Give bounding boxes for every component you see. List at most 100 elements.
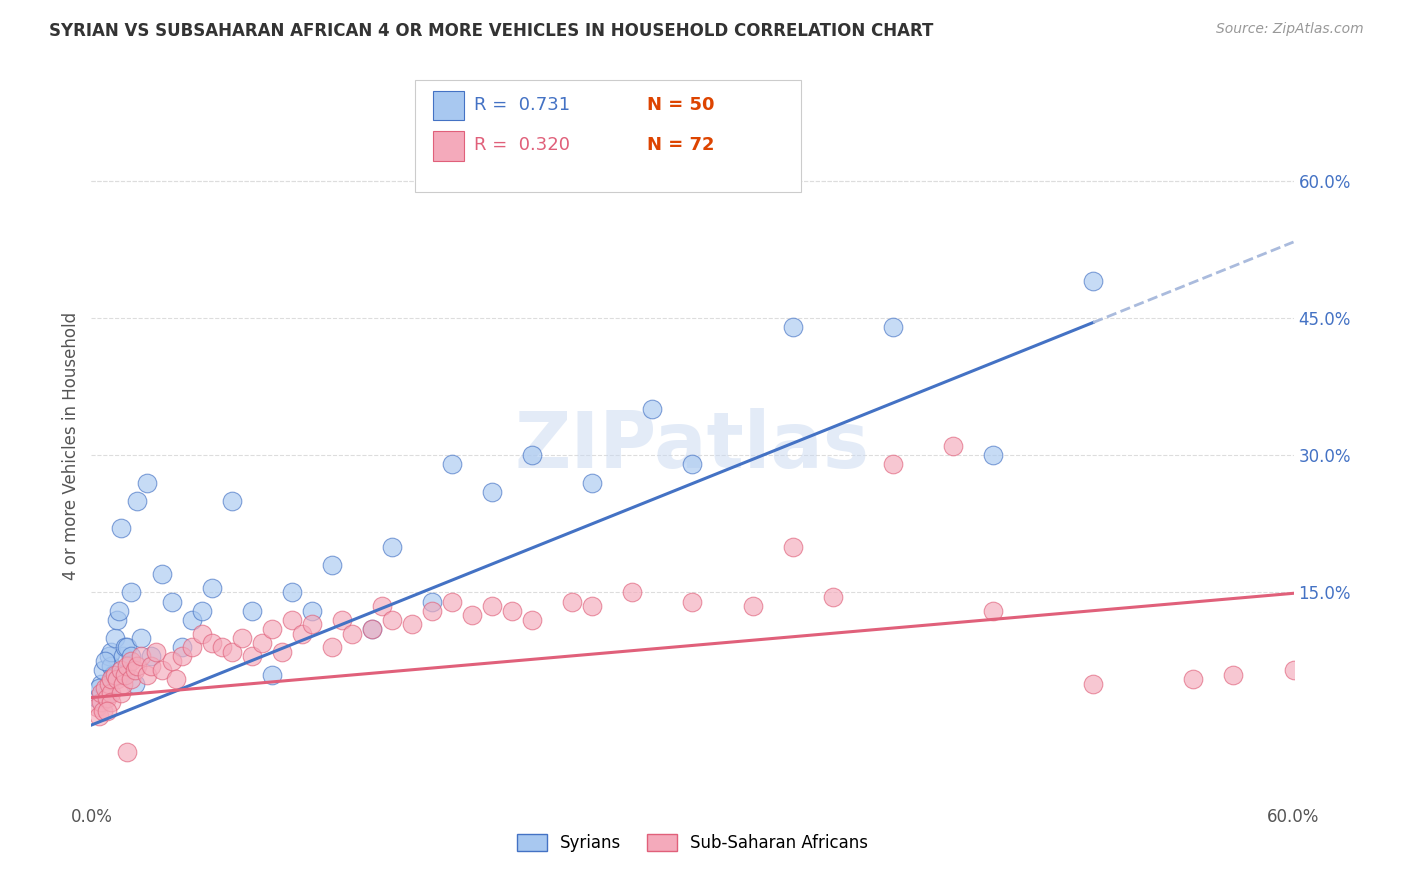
Point [110,667,132,681]
Point [127,658,149,673]
Point [104,631,127,645]
Point [221,645,243,659]
Point [260,667,283,681]
Point [981,448,1004,462]
Point [330,613,353,627]
Point [281,585,304,599]
Point [420,604,443,618]
Point [110,521,132,535]
Point [127,494,149,508]
Point [240,604,263,618]
Text: ZIPatlas: ZIPatlas [515,408,870,484]
Point [150,663,173,677]
Point [121,673,143,687]
Point [821,590,844,604]
Point [201,581,224,595]
Point [211,640,233,655]
Point [94,681,117,696]
Point [93,704,115,718]
Point [381,613,404,627]
Point [481,599,503,613]
Point [441,458,464,472]
Point [117,640,139,655]
Point [621,585,644,599]
Text: N = 72: N = 72 [647,136,714,154]
Point [270,645,292,659]
Point [371,599,394,613]
Point [100,658,122,673]
Text: SYRIAN VS SUBSAHARAN AFRICAN 4 OR MORE VEHICLES IN HOUSEHOLD CORRELATION CHART: SYRIAN VS SUBSAHARAN AFRICAN 4 OR MORE V… [49,22,934,40]
Point [170,640,193,655]
Point [882,320,904,334]
Point [260,622,283,636]
Point [882,458,904,472]
Point [520,448,543,462]
Point [131,631,153,645]
Point [1182,673,1205,687]
Point [100,645,122,659]
Point [150,567,173,582]
Point [124,663,146,677]
Point [90,686,112,700]
Point [180,640,202,655]
Point [221,494,243,508]
Point [681,458,703,472]
Point [581,475,603,490]
Point [93,663,115,677]
Point [681,594,703,608]
Point [741,599,763,613]
Point [340,626,363,640]
Point [201,636,224,650]
Point [117,658,139,673]
Point [641,402,664,417]
Point [100,686,122,700]
Point [114,640,136,655]
Point [114,667,136,681]
Point [90,695,112,709]
Point [461,608,484,623]
Point [301,617,323,632]
Text: N = 50: N = 50 [647,96,714,114]
Point [190,626,212,640]
Point [441,594,464,608]
Point [321,558,343,572]
Point [420,594,443,608]
Point [145,645,167,659]
Point [121,649,143,664]
Text: Source: ZipAtlas.com: Source: ZipAtlas.com [1216,22,1364,37]
Point [112,649,135,664]
Text: R =  0.320: R = 0.320 [474,136,569,154]
Point [103,667,125,681]
Point [107,673,129,687]
Point [98,649,121,664]
Point [104,667,127,681]
Point [321,640,343,655]
Point [131,649,153,664]
Point [250,636,273,650]
Point [86,699,108,714]
Point [360,622,382,636]
Point [291,626,314,640]
Text: R =  0.731: R = 0.731 [474,96,569,114]
Point [112,677,135,691]
Point [231,631,253,645]
Point [107,613,129,627]
Point [110,686,132,700]
Point [401,617,423,632]
Point [501,604,523,618]
Point [100,695,122,709]
Point [581,599,603,613]
Point [165,673,187,687]
Y-axis label: 4 or more Vehicles in Household: 4 or more Vehicles in Household [62,312,80,580]
Point [301,604,323,618]
Point [1083,274,1105,288]
Point [1222,667,1244,681]
Point [121,585,143,599]
Point [110,663,132,677]
Point [1282,663,1305,677]
Point [90,677,112,691]
Point [981,604,1004,618]
Legend: Syrians, Sub-Saharan Africans: Syrians, Sub-Saharan Africans [510,827,875,859]
Point [240,649,263,664]
Point [1083,677,1105,691]
